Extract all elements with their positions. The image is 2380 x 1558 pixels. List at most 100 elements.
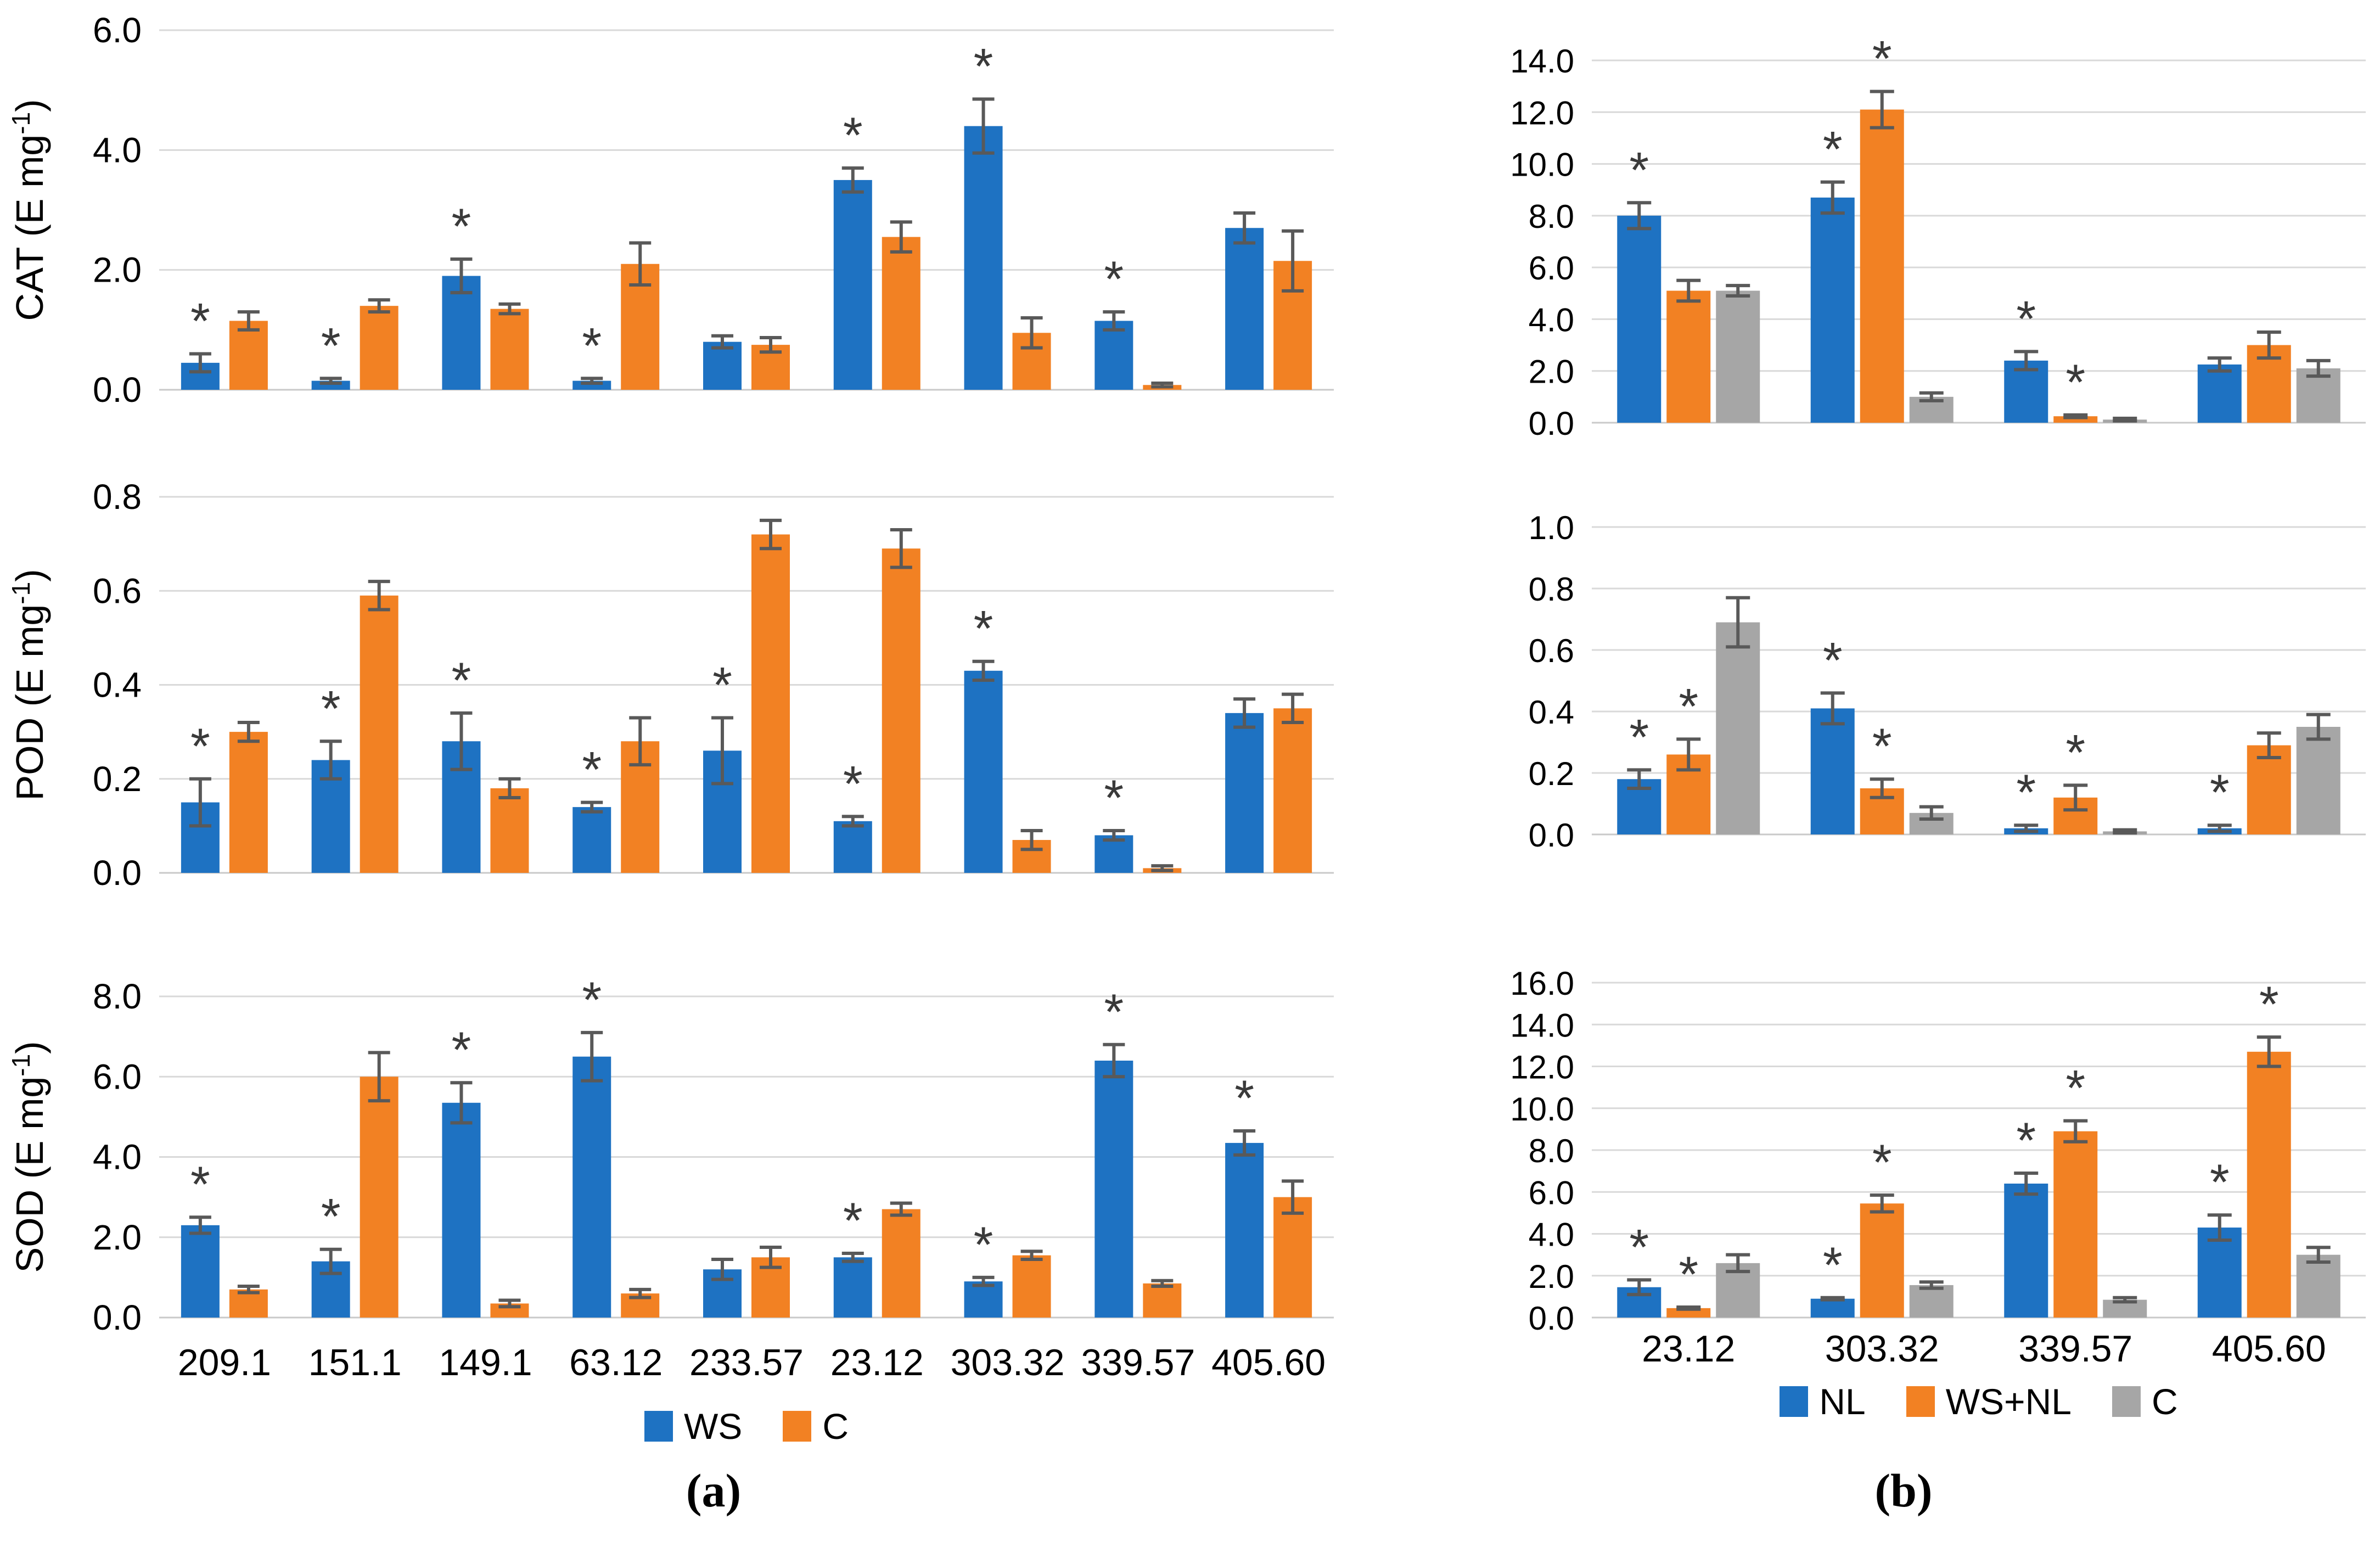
x-tick-label: 303.32 bbox=[1825, 1328, 1939, 1370]
legend-panel-a: WS C bbox=[159, 1405, 1334, 1447]
bar-NL bbox=[1617, 215, 1661, 423]
x-tick-label: 405.60 bbox=[2212, 1328, 2326, 1370]
y-tick-label: 0.2 bbox=[93, 759, 142, 799]
significance-star: * bbox=[190, 1157, 210, 1213]
significance-star: * bbox=[843, 108, 863, 164]
legend-label: WS bbox=[684, 1406, 743, 1447]
significance-star: * bbox=[2210, 1155, 2230, 1210]
y-tick-label: 6.0 bbox=[1529, 250, 1574, 287]
y-tick-label: 2.0 bbox=[93, 1218, 142, 1257]
y-axis-title: CAT (E mg-1) bbox=[7, 99, 51, 321]
bar-WS+NL bbox=[1666, 290, 1711, 423]
significance-star: * bbox=[2016, 765, 2036, 821]
legend-item-WS+NL: WS+NL bbox=[1906, 1381, 2072, 1422]
significance-star: * bbox=[1104, 984, 1124, 1040]
bar-WS bbox=[1225, 1142, 1264, 1318]
x-tick-label: 23.12 bbox=[830, 1342, 924, 1383]
y-tick-label: 10.0 bbox=[1510, 1091, 1574, 1128]
significance-star: * bbox=[1872, 1135, 1892, 1191]
bar-WS bbox=[1225, 228, 1264, 390]
y-tick-label: 2.0 bbox=[1529, 354, 1574, 390]
significance-star: * bbox=[1629, 142, 1649, 198]
significance-star: * bbox=[452, 199, 471, 255]
bar-C bbox=[360, 1077, 398, 1318]
y-tick-label: 2.0 bbox=[93, 250, 142, 290]
bar-NL bbox=[1810, 1298, 1855, 1318]
significance-star: * bbox=[974, 39, 993, 95]
significance-star: * bbox=[2065, 1061, 2085, 1117]
y-tick-label: 0.4 bbox=[1529, 694, 1574, 731]
y-tick-label: 0.6 bbox=[93, 571, 142, 610]
significance-star: * bbox=[2065, 355, 2085, 411]
y-axis-title: POD (E mg-1) bbox=[7, 569, 51, 800]
bar-C bbox=[1909, 1285, 1954, 1318]
bar-WS+NL bbox=[2053, 1131, 2098, 1318]
bar-NL bbox=[1810, 708, 1855, 834]
x-tick-label: 339.57 bbox=[1081, 1342, 1195, 1383]
y-tick-label: 0.8 bbox=[1529, 571, 1574, 608]
bar-WS bbox=[703, 341, 742, 390]
bar-WS bbox=[833, 180, 872, 390]
y-tick-label: 0.8 bbox=[93, 477, 142, 517]
y-tick-label: 10.0 bbox=[1510, 147, 1574, 183]
legend-item-WS: WS bbox=[644, 1405, 742, 1447]
legend-label: C bbox=[2151, 1381, 2178, 1422]
significance-star: * bbox=[1679, 679, 1698, 735]
y-axis-title: SOD (E mg-1) bbox=[7, 1041, 51, 1273]
y-tick-label: 0.0 bbox=[1529, 817, 1574, 854]
bar-C bbox=[2296, 1254, 2340, 1318]
bar-WS bbox=[833, 821, 872, 873]
significance-star: * bbox=[1872, 719, 1892, 775]
significance-star: * bbox=[1872, 31, 1892, 87]
significance-star: * bbox=[582, 742, 602, 798]
y-tick-label: 12.0 bbox=[1510, 94, 1574, 131]
significance-star: * bbox=[321, 681, 341, 737]
bar-WS bbox=[1225, 713, 1264, 873]
bar-NL bbox=[2197, 364, 2242, 423]
significance-star: * bbox=[2065, 725, 2085, 781]
chart-a-2: 0.0 2.0 4.0 6.0 8.0 SOD (E mg-1) * 209.1 * 151.1 *… bbox=[7, 972, 1334, 1383]
bar-WS bbox=[442, 1102, 481, 1318]
bar-WS bbox=[1094, 1061, 1133, 1318]
y-tick-label: 8.0 bbox=[1529, 1133, 1574, 1169]
x-tick-label: 233.57 bbox=[689, 1342, 804, 1383]
bar-C bbox=[1012, 1255, 1051, 1318]
y-tick-label: 4.0 bbox=[93, 1137, 142, 1177]
significance-star: * bbox=[1679, 1247, 1698, 1303]
legend-swatch-icon bbox=[2112, 1386, 2141, 1417]
bar-WS bbox=[964, 126, 1003, 390]
bar-WS+NL bbox=[1860, 1203, 1904, 1318]
significance-star: * bbox=[1104, 251, 1124, 307]
significance-star: * bbox=[2259, 977, 2279, 1033]
chart-b-3: 0.0 2.0 4.0 6.0 8.0 10.0 12.0 14.0 * * * * * bbox=[1510, 31, 2366, 442]
x-tick-label: 303.32 bbox=[951, 1342, 1065, 1383]
significance-star: * bbox=[1629, 1219, 1649, 1275]
significance-star: * bbox=[843, 1193, 863, 1249]
bar-WS+NL bbox=[2247, 1051, 2291, 1318]
bar-NL bbox=[2197, 1228, 2242, 1318]
y-tick-label: 1.0 bbox=[1529, 509, 1574, 546]
significance-star: * bbox=[582, 972, 602, 1028]
bar-C bbox=[360, 595, 398, 873]
bar-C bbox=[1143, 1283, 1182, 1318]
significance-star: * bbox=[321, 318, 341, 374]
y-tick-label: 4.0 bbox=[1529, 301, 1574, 338]
bar-NL bbox=[2004, 1184, 2048, 1318]
legend-swatch-icon bbox=[644, 1411, 673, 1442]
significance-star: * bbox=[582, 318, 602, 374]
bar-WS bbox=[572, 1056, 611, 1318]
x-tick-label: 209.1 bbox=[178, 1342, 271, 1383]
y-tick-label: 0.0 bbox=[93, 853, 142, 893]
significance-star: * bbox=[321, 1189, 341, 1245]
chart-b-5: 0.0 2.0 4.0 6.0 8.0 10.0 12.0 14.0 16.0 * * 23.12 * *… bbox=[1510, 965, 2366, 1370]
significance-star: * bbox=[2016, 291, 2036, 347]
x-tick-label: 151.1 bbox=[308, 1342, 402, 1383]
caption-panel-b: (b) bbox=[1874, 1464, 1933, 1517]
bar-WS bbox=[442, 276, 481, 390]
bar-NL bbox=[1810, 197, 1855, 423]
bar-C bbox=[229, 732, 268, 873]
significance-star: * bbox=[190, 294, 210, 350]
legend-label: C bbox=[822, 1406, 849, 1447]
bar-WS bbox=[964, 1281, 1003, 1318]
